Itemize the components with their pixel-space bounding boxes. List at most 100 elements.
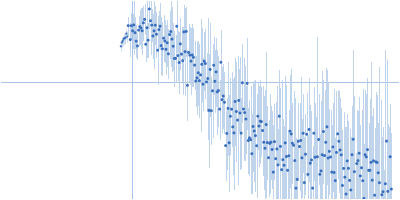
Point (278, 168, 285, 171)
Point (230, 125, 236, 128)
Point (283, 155, 290, 158)
Point (301, 181, 308, 184)
Point (187, 54, 193, 57)
Point (286, 154, 292, 157)
Point (189, 53, 196, 57)
Point (237, 111, 243, 115)
Point (208, 109, 214, 112)
Point (274, 147, 280, 151)
Point (287, 130, 293, 133)
Point (123, 32, 130, 35)
Point (170, 45, 176, 48)
Point (154, 49, 161, 52)
Point (275, 163, 281, 167)
Point (339, 184, 346, 187)
Point (292, 159, 298, 162)
Point (128, 24, 135, 27)
Point (333, 151, 340, 154)
Point (281, 164, 287, 167)
Point (380, 190, 386, 193)
Point (250, 125, 256, 128)
Point (224, 132, 230, 135)
Point (207, 68, 213, 71)
Point (383, 140, 390, 143)
Point (162, 39, 168, 43)
Point (330, 145, 336, 149)
Point (272, 157, 279, 160)
Point (151, 29, 157, 32)
Point (130, 29, 136, 32)
Point (374, 161, 380, 164)
Point (322, 141, 329, 144)
Point (350, 138, 356, 141)
Point (125, 24, 132, 27)
Point (163, 48, 169, 51)
Point (136, 25, 143, 28)
Point (282, 141, 288, 145)
Point (375, 171, 382, 174)
Point (142, 43, 149, 46)
Point (236, 99, 242, 102)
Point (290, 144, 297, 147)
Point (164, 41, 170, 44)
Point (289, 142, 296, 145)
Point (352, 199, 359, 200)
Point (243, 117, 249, 121)
Point (132, 31, 138, 34)
Point (319, 153, 325, 156)
Point (127, 38, 134, 41)
Point (280, 158, 286, 161)
Point (268, 141, 274, 144)
Point (122, 36, 129, 39)
Point (134, 44, 140, 48)
Point (346, 179, 353, 182)
Point (325, 156, 331, 160)
Point (231, 131, 237, 135)
Point (376, 181, 383, 184)
Point (232, 100, 238, 103)
Point (171, 57, 178, 60)
Point (138, 26, 144, 30)
Point (239, 81, 246, 84)
Point (327, 155, 334, 159)
Point (168, 30, 174, 33)
Point (299, 156, 305, 159)
Point (361, 197, 367, 200)
Point (305, 173, 311, 176)
Point (147, 19, 154, 22)
Point (362, 153, 368, 156)
Point (288, 132, 294, 136)
Point (271, 140, 278, 143)
Point (178, 53, 185, 56)
Point (238, 132, 244, 135)
Point (249, 152, 255, 155)
Point (222, 144, 229, 147)
Point (343, 192, 349, 196)
Point (153, 33, 160, 36)
Point (317, 173, 323, 176)
Point (196, 79, 202, 82)
Point (172, 57, 179, 60)
Point (257, 120, 263, 123)
Point (206, 109, 212, 112)
Point (270, 171, 276, 174)
Point (177, 42, 184, 45)
Point (242, 111, 248, 114)
Point (166, 33, 173, 36)
Point (195, 71, 201, 74)
Point (210, 64, 217, 67)
Point (384, 190, 391, 193)
Point (284, 169, 291, 172)
Point (334, 132, 341, 135)
Point (193, 79, 199, 83)
Point (378, 193, 385, 196)
Point (194, 76, 200, 80)
Point (356, 152, 362, 155)
Point (133, 40, 140, 43)
Point (252, 134, 259, 137)
Point (198, 63, 205, 66)
Point (158, 44, 164, 47)
Point (265, 156, 272, 159)
Point (324, 125, 330, 128)
Point (228, 108, 235, 111)
